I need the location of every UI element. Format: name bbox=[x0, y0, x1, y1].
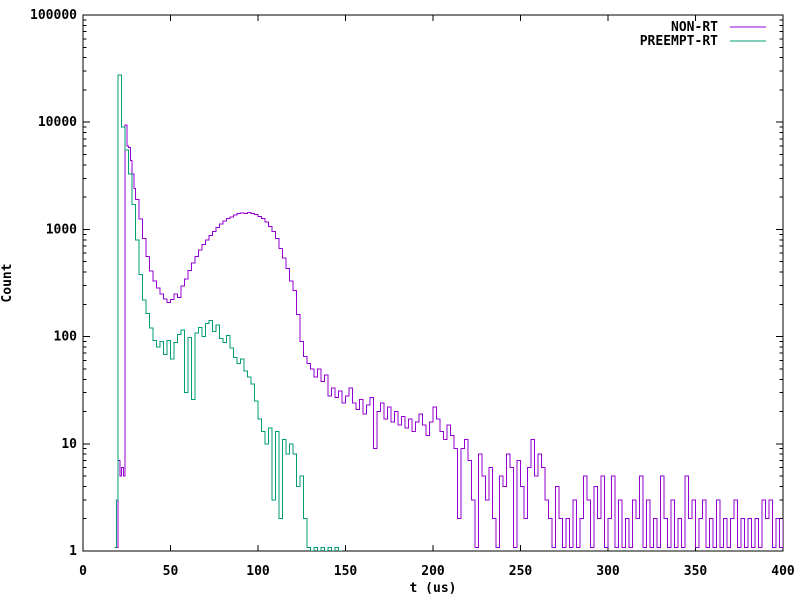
legend-label-preempt-rt: PREEMPT-RT bbox=[640, 34, 718, 49]
axis-tick-labels: 0 50 100 150 200 250 300 350 400 1 10 100 1000 10000 1… bbox=[30, 8, 795, 579]
legend-label-non-rt: NON-RT bbox=[671, 20, 718, 35]
y-tick-label: 10000 bbox=[38, 115, 77, 130]
x-tick-label: 200 bbox=[421, 564, 445, 579]
plot-border bbox=[82, 14, 784, 552]
series-layer bbox=[114, 74, 783, 551]
preempt-rt-line bbox=[114, 74, 342, 551]
y-axis-title: Count bbox=[0, 263, 15, 302]
y-tick-label: 1 bbox=[69, 544, 77, 559]
x-tick-label: 250 bbox=[509, 564, 533, 579]
legend: NON-RT PREEMPT-RT bbox=[640, 20, 766, 49]
x-axis-title: t (us) bbox=[410, 581, 457, 596]
x-tick-label: 50 bbox=[163, 564, 179, 579]
x-tick-label: 400 bbox=[771, 564, 795, 579]
x-tick-label: 300 bbox=[596, 564, 620, 579]
y-tick-label: 1000 bbox=[46, 222, 77, 237]
x-tick-label: 100 bbox=[246, 564, 270, 579]
x-tick-label: 0 bbox=[79, 564, 87, 579]
x-tick-label: 350 bbox=[684, 564, 708, 579]
y-tick-label: 10 bbox=[61, 437, 77, 452]
axis-ticks bbox=[82, 14, 784, 552]
y-tick-label: 100000 bbox=[30, 8, 77, 23]
non-rt-line bbox=[116, 124, 783, 548]
x-tick-label: 150 bbox=[334, 564, 358, 579]
y-tick-label: 100 bbox=[54, 330, 78, 345]
